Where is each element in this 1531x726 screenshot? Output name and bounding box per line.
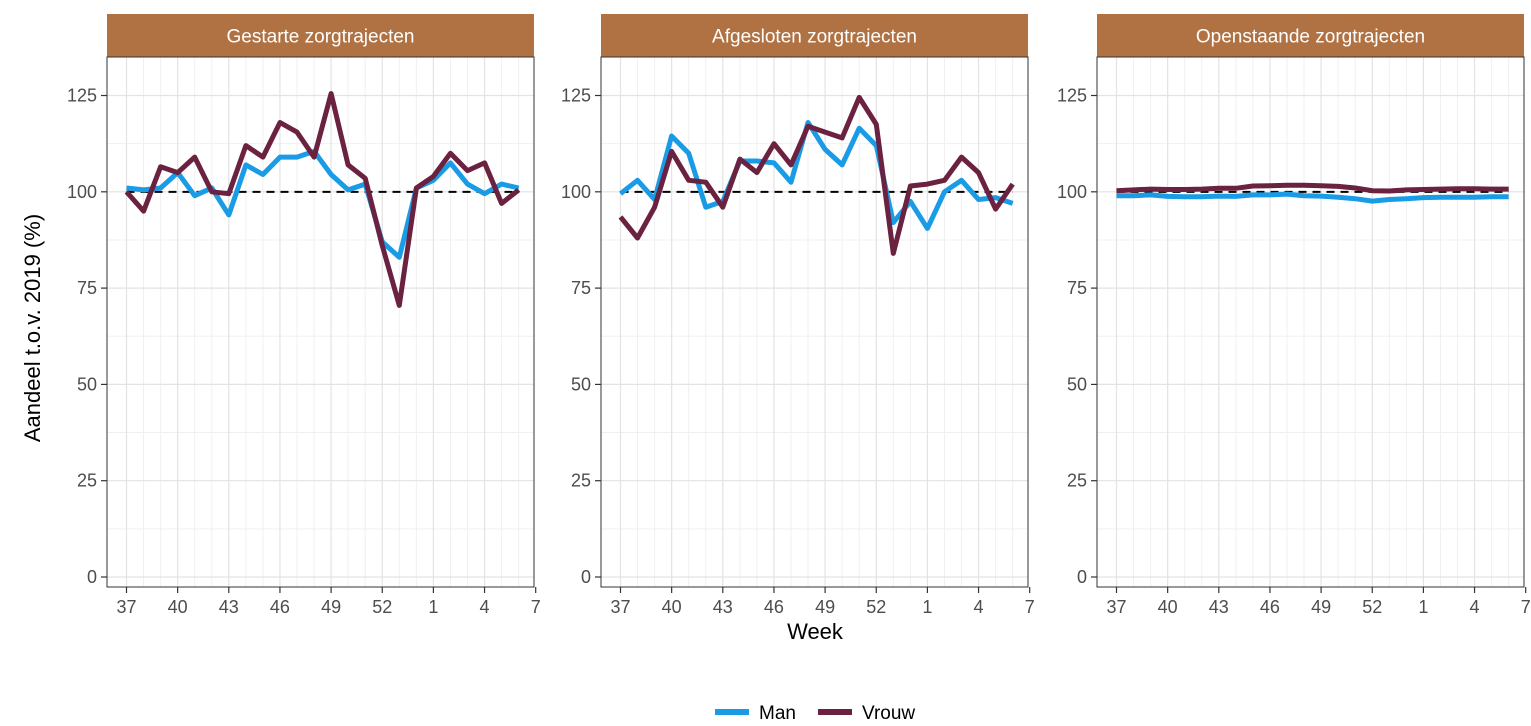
y-tick-label: 75 (1067, 278, 1087, 298)
panel-title: Openstaande zorgtrajecten (1196, 27, 1425, 48)
x-tick-label: 46 (1260, 597, 1280, 617)
x-tick-label: 7 (531, 597, 541, 617)
x-tick-label: 43 (713, 597, 733, 617)
y-tick-label: 25 (571, 471, 591, 491)
x-tick-label: 1 (1418, 597, 1428, 617)
x-tick-label: 49 (321, 597, 341, 617)
y-tick-label: 75 (77, 278, 97, 298)
y-tick-label: 50 (1067, 374, 1087, 394)
x-tick-label: 52 (1362, 597, 1382, 617)
x-tick-label: 7 (1025, 597, 1035, 617)
panel-strip (107, 14, 534, 57)
x-tick-label: 37 (116, 597, 136, 617)
y-tick-label: 25 (77, 471, 97, 491)
x-tick-label: 52 (372, 597, 392, 617)
x-tick-label: 43 (219, 597, 239, 617)
legend: Man Vrouw (715, 703, 915, 724)
x-tick-label: 46 (270, 597, 290, 617)
x-tick-label: 40 (1158, 597, 1178, 617)
panel-strip (601, 14, 1028, 57)
x-tick-label: 4 (480, 597, 490, 617)
x-tick-label: 49 (1311, 597, 1331, 617)
panel-border (600, 56, 1029, 588)
x-tick-label: 7 (1521, 597, 1531, 617)
x-axis-title: Week (787, 619, 844, 644)
y-tick-label: 0 (87, 567, 97, 587)
y-axis-title: Aandeel t.o.v. 2019 (%) (20, 214, 45, 442)
x-tick-label: 37 (610, 597, 630, 617)
series-line-man (1116, 191, 1509, 204)
panel-strip (1097, 14, 1524, 57)
y-tick-label: 75 (571, 278, 591, 298)
x-tick-label: 37 (1106, 597, 1126, 617)
panel-border (1096, 56, 1525, 588)
x-tick-label: 52 (866, 597, 886, 617)
series-line-man (126, 148, 520, 260)
x-tick-label: 1 (922, 597, 932, 617)
y-tick-label: 50 (77, 374, 97, 394)
x-tick-label: 40 (662, 597, 682, 617)
series-line-vrouw (124, 91, 521, 308)
y-tick-label: 0 (1077, 567, 1087, 587)
y-tick-label: 125 (67, 86, 97, 106)
x-tick-label: 40 (168, 597, 188, 617)
panel-title: Afgesloten zorgtrajecten (712, 27, 917, 48)
panel-border (106, 56, 535, 588)
y-tick-label: 0 (581, 567, 591, 587)
y-tick-label: 100 (561, 182, 591, 202)
panel-2: Afgesloten zorgtrajecten 0 25 50 75 100 125 37 4… (561, 14, 1035, 617)
x-tick-label: 4 (974, 597, 984, 617)
y-tick-label: 25 (1067, 471, 1087, 491)
panel-3: Openstaande zorgtrajecten 0 25 50 75 100 125 37… (1057, 14, 1531, 617)
panel-1: Gestarte zorgtrajecten 0 25 50 75 100 125 37 40 4… (67, 14, 541, 617)
y-tick-label: 100 (67, 182, 97, 202)
series-line-vrouw (1116, 182, 1509, 194)
x-tick-label: 1 (428, 597, 438, 617)
x-tick-label: 4 (1470, 597, 1480, 617)
y-tick-label: 125 (561, 86, 591, 106)
legend-label-vrouw: Vrouw (862, 703, 915, 724)
series-line-man (618, 120, 1014, 231)
x-tick-label: 46 (764, 597, 784, 617)
series-line-vrouw (618, 94, 1015, 256)
legend-label-man: Man (759, 703, 796, 724)
x-tick-label: 49 (815, 597, 835, 617)
panel-title: Gestarte zorgtrajecten (227, 27, 415, 48)
y-tick-label: 100 (1057, 182, 1087, 202)
y-tick-label: 125 (1057, 86, 1087, 106)
x-tick-label: 43 (1209, 597, 1229, 617)
y-tick-label: 50 (571, 374, 591, 394)
